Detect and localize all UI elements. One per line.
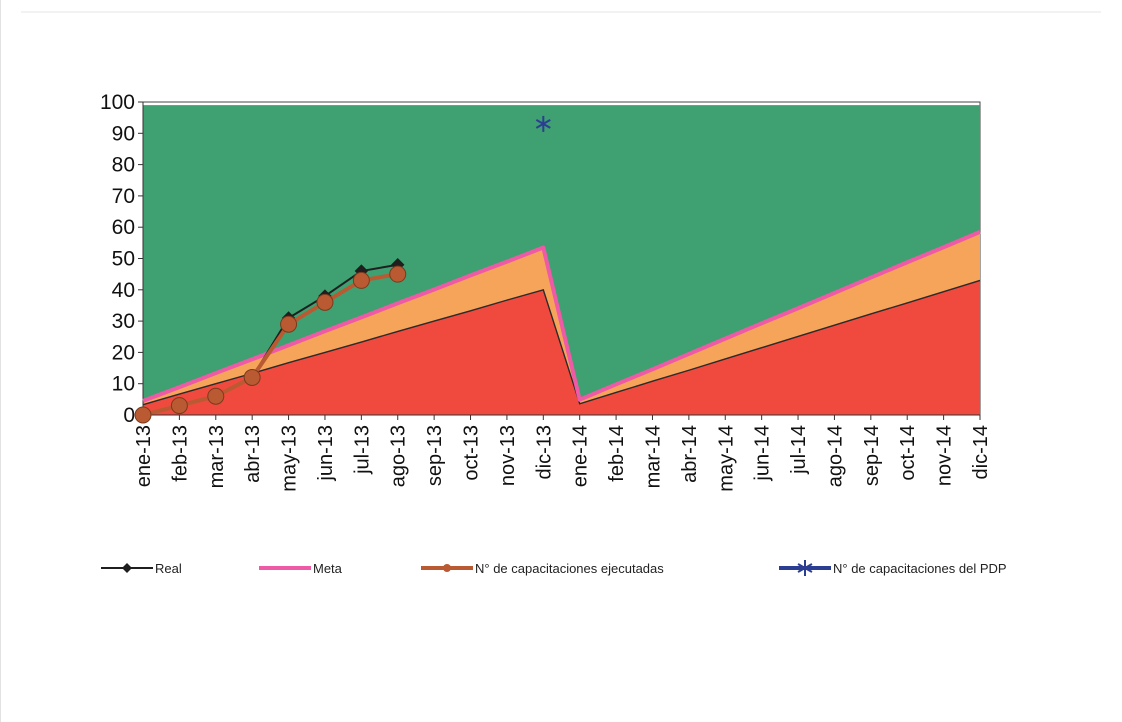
legend-meta-label: Meta (313, 561, 343, 576)
x-tick-label: sep-13 (424, 425, 446, 486)
y-tick-label: 10 (112, 373, 135, 396)
y-tick-label: 50 (112, 248, 135, 271)
x-tick-label: feb-13 (169, 425, 191, 482)
x-tick-label: ago-14 (824, 425, 846, 487)
series-meta-line (142, 230, 981, 403)
y-tick-label: 40 (112, 279, 135, 302)
x-tick-label: dic-13 (533, 425, 555, 479)
legend-ejecutadas-label: N° de capacitaciones ejecutadas (475, 561, 664, 576)
y-tick-label: 80 (112, 154, 135, 177)
legend-real-marker (122, 563, 132, 573)
x-tick-label: mar-14 (642, 425, 664, 488)
x-tick-label: may-13 (279, 425, 301, 492)
y-tick-label: 70 (112, 185, 135, 208)
series-ejecutadas-point (170, 397, 188, 415)
band-lower-edge (142, 279, 981, 406)
x-tick-label: oct-13 (461, 425, 483, 481)
x-tick-label: nov-13 (497, 425, 519, 486)
x-tick-label: ene-14 (570, 425, 592, 487)
x-tick-label: abr-13 (242, 425, 264, 483)
x-tick-label: ago-13 (388, 425, 410, 487)
y-tick-label: 0 (123, 404, 135, 427)
x-tick-label: feb-14 (606, 425, 628, 482)
y-tick-label: 30 (112, 310, 135, 333)
y-tick-label: 90 (112, 122, 135, 145)
x-tick-label: mar-13 (206, 425, 228, 488)
x-tick-label: jul-13 (351, 425, 373, 475)
x-tick-label: nov-14 (934, 425, 956, 486)
legend-ejecutadas-marker (443, 564, 451, 572)
series-ejecutadas-point (352, 271, 370, 289)
series-ejecutadas-point (316, 293, 334, 311)
x-tick-label: jun-14 (752, 425, 774, 482)
x-tick-label: may-14 (715, 425, 737, 492)
series-ejecutadas-point (207, 387, 225, 405)
x-tick-label: oct-14 (897, 425, 919, 481)
x-tick-label: sep-14 (861, 425, 883, 486)
x-tick-label: jul-14 (788, 425, 810, 475)
legend-real-label: Real (155, 561, 182, 576)
legend-pdp-marker (797, 560, 813, 576)
x-tick-label: abr-14 (679, 425, 701, 483)
y-tick-label: 100 (100, 91, 135, 114)
x-tick-label: ene-13 (133, 425, 155, 487)
series-pdp-point (535, 115, 551, 132)
y-tick-label: 20 (112, 341, 135, 364)
legend-pdp-label: N° de capacitaciones del PDP (833, 561, 1007, 576)
x-tick-label: jun-13 (315, 425, 337, 482)
series-ejecutadas-point (280, 315, 298, 333)
y-tick-label: 60 (112, 216, 135, 239)
series-ejecutadas-point (134, 406, 152, 424)
x-tick-label: dic-14 (970, 425, 992, 479)
series-ejecutadas-point (389, 265, 407, 283)
series-ejecutadas-point (243, 368, 261, 386)
